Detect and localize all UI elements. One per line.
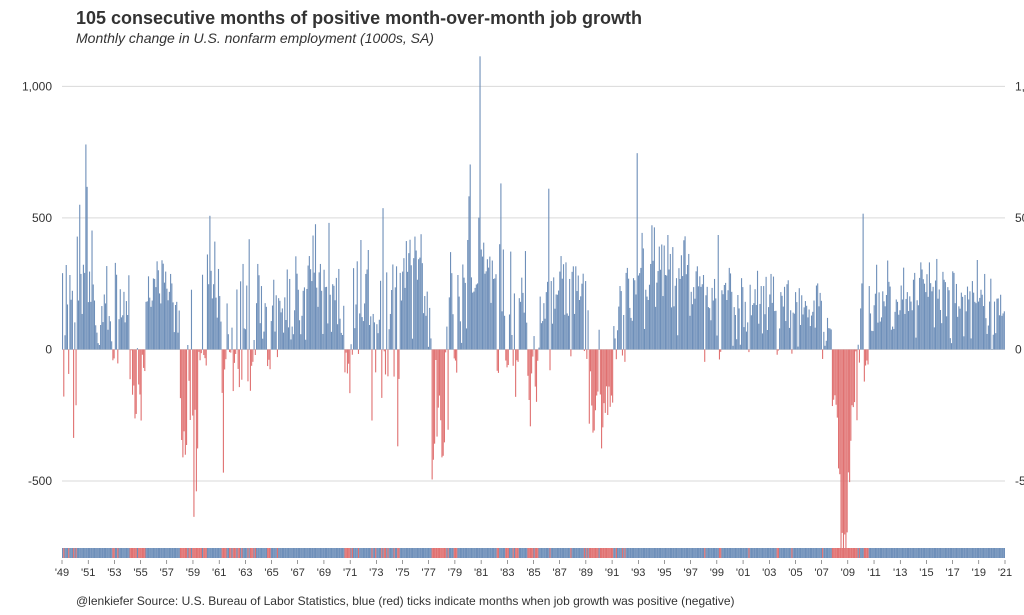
svg-text:'77: '77	[422, 567, 436, 579]
svg-text:'85: '85	[526, 567, 540, 579]
svg-text:'57: '57	[160, 567, 174, 579]
svg-text:'89: '89	[579, 567, 593, 579]
svg-text:'81: '81	[474, 567, 488, 579]
svg-text:'99: '99	[710, 567, 724, 579]
svg-text:'65: '65	[264, 567, 278, 579]
svg-text:'95: '95	[657, 567, 671, 579]
svg-text:-500: -500	[28, 474, 52, 488]
chart-footnote: @lenkiefer Source: U.S. Bureau of Labor …	[76, 594, 735, 608]
svg-text:500: 500	[32, 211, 52, 225]
svg-text:'67: '67	[291, 567, 305, 579]
svg-text:'97: '97	[683, 567, 697, 579]
svg-text:'49: '49	[55, 567, 69, 579]
svg-text:'61: '61	[212, 567, 226, 579]
svg-text:'11: '11	[867, 567, 881, 579]
svg-text:-500: -500	[1015, 474, 1024, 488]
svg-text:'09: '09	[841, 567, 855, 579]
svg-text:'55: '55	[133, 567, 147, 579]
svg-text:'69: '69	[317, 567, 331, 579]
svg-text:'75: '75	[395, 567, 409, 579]
svg-text:0: 0	[1015, 342, 1022, 356]
svg-text:'63: '63	[238, 567, 252, 579]
chart-root: 105 consecutive months of positive month…	[0, 0, 1024, 615]
svg-text:'79: '79	[448, 567, 462, 579]
svg-text:'01: '01	[736, 567, 750, 579]
svg-text:'91: '91	[605, 567, 619, 579]
svg-text:'13: '13	[893, 567, 907, 579]
svg-text:1,000: 1,000	[1015, 79, 1024, 93]
svg-text:'07: '07	[814, 567, 828, 579]
svg-text:1,000: 1,000	[22, 79, 52, 93]
svg-text:'21: '21	[998, 567, 1012, 579]
svg-text:'53: '53	[107, 567, 121, 579]
svg-text:'87: '87	[553, 567, 567, 579]
svg-text:'59: '59	[186, 567, 200, 579]
svg-text:'71: '71	[343, 567, 357, 579]
svg-text:'17: '17	[945, 567, 959, 579]
svg-text:'51: '51	[81, 567, 95, 579]
svg-text:'15: '15	[919, 567, 933, 579]
svg-text:'83: '83	[500, 567, 514, 579]
svg-text:'05: '05	[788, 567, 802, 579]
svg-text:'03: '03	[762, 567, 776, 579]
svg-text:'73: '73	[369, 567, 383, 579]
svg-text:'93: '93	[631, 567, 645, 579]
svg-text:500: 500	[1015, 211, 1024, 225]
svg-text:'19: '19	[972, 567, 986, 579]
chart-svg: -500 -500 0 0 500 500 1,000 1,000 '49 '51 '53 '55 '5…	[0, 0, 1024, 615]
svg-text:0: 0	[45, 342, 52, 356]
